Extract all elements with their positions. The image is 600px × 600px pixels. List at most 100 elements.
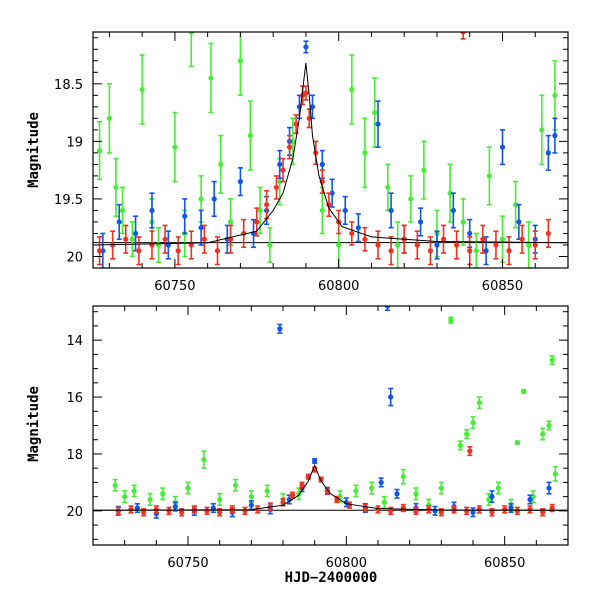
top-series-0-point-18 [267,226,273,264]
bottom-model-curve [93,463,568,511]
top-series-0-point-28 [408,175,414,223]
bottom-series-1-point-17 [384,306,391,312]
bottom-series-0-point-7 [201,450,207,469]
top-series-2-point-3 [136,236,142,266]
top-series-0-point-23 [349,54,355,125]
bottom-series-0-point-33 [540,427,546,441]
top-series-2-point-38 [519,224,525,254]
top-y-axis-label: Magnitude [26,112,42,188]
bottom-series-2-point-30 [464,506,470,516]
bottom-series-2-point-36 [527,505,533,514]
bottom-series-1-point-16 [378,477,384,488]
top-series-1-point-21 [375,100,381,148]
bottom-y-tick-label-1: 16 [66,391,83,406]
bottom-series-1-point-18 [388,387,394,407]
bottom-y-tick-label-2: 18 [66,448,83,463]
top-series-2-point-23 [326,192,332,217]
top-series-2-point-6 [175,236,181,266]
top-series-2-point-2 [123,224,129,254]
top-series-0-point-10 [188,32,194,68]
bottom-series-0-point-22 [448,316,454,324]
bottom-series-2-point-24 [388,506,394,516]
bottom-series-2-point-32 [476,505,482,514]
bottom-series-2-point-33 [489,508,495,517]
top-series-0-point-1 [106,83,112,154]
top-series-1-point-25 [434,230,440,260]
top-plot-area [93,32,568,268]
bottom-frame [92,305,569,546]
bottom-y-tick-label-0: 14 [66,334,83,349]
top-series-0-point-15 [237,32,244,97]
top-series-1-point-20 [355,213,361,243]
top-series-1-point-4 [165,230,171,260]
top-series-0-point-27 [395,221,401,268]
bottom-series-2-point-10 [242,506,248,516]
top-series-0-point-33 [473,232,479,268]
bottom-series-0-point-21 [438,481,444,495]
top-series-0-point-16 [247,100,253,171]
bottom-series-2-point-14 [289,491,296,499]
top-series-2-point-19 [303,85,309,101]
top-series-2-point-35 [480,224,486,254]
top-frame [92,31,569,269]
bottom-y-axis-label: Magnitude [26,386,42,462]
top-series-2-point-37 [506,236,512,266]
top-series-0-point-7 [155,226,162,264]
top-series-2-point-8 [201,224,207,254]
bottom-series-1-point-19 [394,488,400,499]
bottom-series-1-point-23 [470,507,476,518]
top-y-tick-label-0: 18.5 [54,78,83,93]
top-series-0-point-29 [421,140,427,200]
bottom-series-0-point-11 [264,484,270,498]
top-series-0-point-5 [139,54,145,125]
bottom-panel: Magnitude HJD−2400000 60750 60800 60850 14 1… [26,305,569,586]
top-series-0-point-12 [208,42,214,114]
bottom-series-2-point-3 [153,505,159,514]
bottom-series-2-point-29 [451,505,457,514]
bottom-series-2-point-31 [467,446,473,457]
bottom-series-1-point-9 [277,323,283,334]
bottom-plot-area [93,306,568,519]
bottom-x-tick-label-0: 60750 [167,556,208,571]
top-series-1-point-24 [417,207,424,237]
top-series-2-point-25 [349,221,355,246]
top-series-1-point-7 [211,180,217,217]
top-series-2-point-11 [241,218,247,249]
bottom-series-0-point-31 [521,388,527,394]
bottom-series-0-point-26 [476,396,482,410]
top-series-1-point-32 [545,134,551,171]
top-series-0-point-24 [362,117,368,189]
top-series-2-point-36 [493,230,499,260]
bottom-series-2-point-38 [549,503,555,513]
top-series-2-point-30 [414,230,420,260]
bottom-series-2-point-27 [426,505,432,514]
top-series-0-point-2 [113,157,119,217]
top-series-0-point-37 [526,221,532,268]
bottom-series-0-point-25 [470,416,476,430]
top-series-1-point-6 [198,209,204,246]
bottom-series-0-point-16 [369,481,375,495]
top-series-1-point-3 [149,192,155,229]
bottom-series-0-point-9 [232,478,239,492]
top-series-0-point-8 [172,111,178,183]
bottom-series-0-point-28 [495,481,501,495]
top-series-0-point-35 [499,215,506,264]
bottom-series-0-point-8 [217,492,223,506]
top-series-1-point-9 [237,167,244,197]
top-series-0-point-21 [319,186,325,235]
bottom-series-1-point-3 [172,501,178,512]
bottom-x-tick-label-1: 60800 [326,556,367,571]
bottom-series-0-point-19 [413,487,419,501]
top-series-2-point-32 [440,224,447,254]
bottom-series-1-point-24 [489,490,495,504]
top-series-2-point-13 [264,190,270,220]
bottom-series-0-point-15 [353,484,359,498]
bottom-series-2-point-23 [375,505,381,514]
top-series-0-point-26 [385,163,391,212]
top-y-tick-label-2: 19.5 [54,193,83,208]
top-series-1-point-5 [182,198,188,235]
top-series-2-point-34 [467,236,473,266]
bottom-series-2-point-35 [514,506,520,516]
top-series-1-point-29 [499,129,506,166]
